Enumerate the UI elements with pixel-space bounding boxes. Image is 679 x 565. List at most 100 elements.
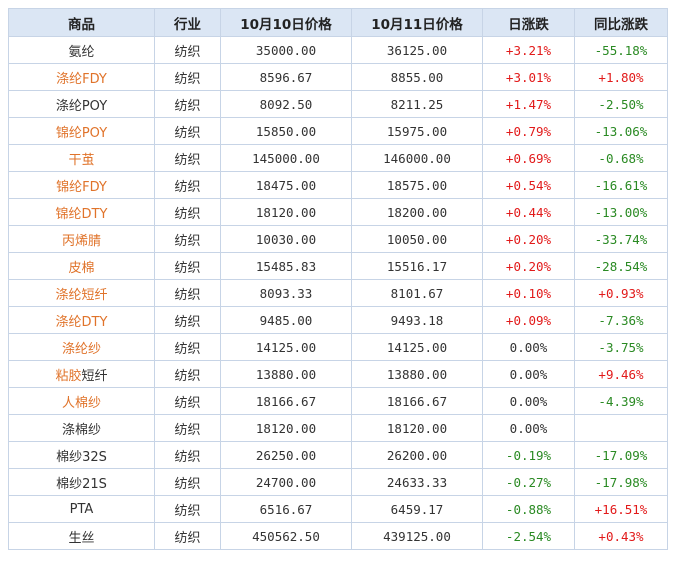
price-oct11-cell: 26200.00 xyxy=(351,441,483,469)
table-row: 棉纱32S 纺织 26250.00 26200.00 -0.19% -17.09% xyxy=(8,441,668,469)
daily-change-cell: +0.69% xyxy=(482,144,575,172)
header-yoy-change: 同比涨跌 xyxy=(574,8,668,37)
table-row: 涤纶POY 纺织 8092.50 8211.25 +1.47% -2.50% xyxy=(8,90,668,118)
price-oct10-cell: 24700.00 xyxy=(220,468,352,496)
commodity-name: 棉纱32S xyxy=(8,441,155,469)
daily-change-cell: +3.01% xyxy=(482,63,575,91)
price-oct10-cell: 145000.00 xyxy=(220,144,352,172)
daily-change-cell: -2.54% xyxy=(482,522,575,550)
yoy-change-cell: -33.74% xyxy=(574,225,668,253)
industry-cell: 纺织 xyxy=(154,36,221,64)
daily-change-cell: +0.79% xyxy=(482,117,575,145)
commodity-name: 涤棉纱 xyxy=(8,414,155,442)
price-oct11-cell: 36125.00 xyxy=(351,36,483,64)
price-oct11-cell: 8211.25 xyxy=(351,90,483,118)
price-oct11-cell: 14125.00 xyxy=(351,333,483,361)
commodity-name: PTA xyxy=(8,495,155,523)
table-row: 棉纱21S 纺织 24700.00 24633.33 -0.27% -17.98% xyxy=(8,468,668,496)
price-oct11-cell: 8101.67 xyxy=(351,279,483,307)
yoy-change-cell: -2.50% xyxy=(574,90,668,118)
industry-cell: 纺织 xyxy=(154,495,221,523)
price-oct10-cell: 18120.00 xyxy=(220,198,352,226)
industry-cell: 纺织 xyxy=(154,63,221,91)
daily-change-cell: +0.20% xyxy=(482,225,575,253)
commodity-name-suffix: 短纤 xyxy=(81,368,108,384)
yoy-change-cell xyxy=(574,414,668,442)
commodity-name[interactable]: 人棉纱 xyxy=(8,387,155,415)
industry-cell: 纺织 xyxy=(154,279,221,307)
price-oct10-cell: 26250.00 xyxy=(220,441,352,469)
yoy-change-cell: -55.18% xyxy=(574,36,668,64)
commodity-name[interactable]: 皮棉 xyxy=(8,252,155,280)
price-oct10-cell: 18475.00 xyxy=(220,171,352,199)
commodity-name[interactable]: 丙烯腈 xyxy=(8,225,155,253)
commodity-name[interactable]: 涤纶FDY xyxy=(8,63,155,91)
table-row: 干茧 纺织 145000.00 146000.00 +0.69% -0.68% xyxy=(8,144,668,172)
price-oct10-cell: 14125.00 xyxy=(220,333,352,361)
daily-change-cell: +0.54% xyxy=(482,171,575,199)
yoy-change-cell: -13.06% xyxy=(574,117,668,145)
commodity-name[interactable]: 锦纶POY xyxy=(8,117,155,145)
price-oct10-cell: 450562.50 xyxy=(220,522,352,550)
daily-change-cell: 0.00% xyxy=(482,387,575,415)
commodity-name[interactable]: 涤纶纱 xyxy=(8,333,155,361)
yoy-change-cell: -4.39% xyxy=(574,387,668,415)
price-oct10-cell: 13880.00 xyxy=(220,360,352,388)
commodity-name[interactable]: 粘胶短纤 xyxy=(8,360,155,388)
daily-change-cell: +0.20% xyxy=(482,252,575,280)
price-oct11-cell: 439125.00 xyxy=(351,522,483,550)
price-oct10-cell: 8596.67 xyxy=(220,63,352,91)
price-table: 商品 行业 10月10日价格 10月11日价格 日涨跌 同比涨跌 氨纶 纺织 350… xyxy=(8,8,668,550)
commodity-name[interactable]: 涤纶短纤 xyxy=(8,279,155,307)
industry-cell: 纺织 xyxy=(154,414,221,442)
commodity-name[interactable]: 干茧 xyxy=(8,144,155,172)
table-row: 氨纶 纺织 35000.00 36125.00 +3.21% -55.18% xyxy=(8,36,668,64)
commodity-name[interactable]: 锦纶FDY xyxy=(8,171,155,199)
price-oct10-cell: 18166.67 xyxy=(220,387,352,415)
yoy-change-cell: +9.46% xyxy=(574,360,668,388)
table-row: 丙烯腈 纺织 10030.00 10050.00 +0.20% -33.74% xyxy=(8,225,668,253)
price-oct11-cell: 18166.67 xyxy=(351,387,483,415)
yoy-change-cell: -7.36% xyxy=(574,306,668,334)
commodity-name: 涤纶POY xyxy=(8,90,155,118)
price-oct10-cell: 8093.33 xyxy=(220,279,352,307)
price-oct10-cell: 8092.50 xyxy=(220,90,352,118)
yoy-change-cell: -17.09% xyxy=(574,441,668,469)
price-oct10-cell: 15850.00 xyxy=(220,117,352,145)
yoy-change-cell: -0.68% xyxy=(574,144,668,172)
industry-cell: 纺织 xyxy=(154,522,221,550)
price-oct11-cell: 13880.00 xyxy=(351,360,483,388)
yoy-change-cell: -16.61% xyxy=(574,171,668,199)
yoy-change-cell: +1.80% xyxy=(574,63,668,91)
header-price-oct11: 10月11日价格 xyxy=(351,8,483,37)
table-row: 人棉纱 纺织 18166.67 18166.67 0.00% -4.39% xyxy=(8,387,668,415)
daily-change-cell: -0.88% xyxy=(482,495,575,523)
commodity-name[interactable]: 涤纶DTY xyxy=(8,306,155,334)
table-row: 锦纶FDY 纺织 18475.00 18575.00 +0.54% -16.61% xyxy=(8,171,668,199)
daily-change-cell: -0.19% xyxy=(482,441,575,469)
industry-cell: 纺织 xyxy=(154,306,221,334)
commodity-name[interactable]: 锦纶DTY xyxy=(8,198,155,226)
commodity-name-link[interactable]: 粘胶 xyxy=(55,368,82,384)
table-row: PTA 纺织 6516.67 6459.17 -0.88% +16.51% xyxy=(8,495,668,523)
daily-change-cell: -0.27% xyxy=(482,468,575,496)
yoy-change-cell: +16.51% xyxy=(574,495,668,523)
industry-cell: 纺织 xyxy=(154,252,221,280)
yoy-change-cell: +0.43% xyxy=(574,522,668,550)
price-oct11-cell: 24633.33 xyxy=(351,468,483,496)
commodity-name: 氨纶 xyxy=(8,36,155,64)
yoy-change-cell: -3.75% xyxy=(574,333,668,361)
header-price-oct10: 10月10日价格 xyxy=(220,8,352,37)
commodity-name: 棉纱21S xyxy=(8,468,155,496)
commodity-name: 生丝 xyxy=(8,522,155,550)
price-oct11-cell: 18120.00 xyxy=(351,414,483,442)
industry-cell: 纺织 xyxy=(154,171,221,199)
daily-change-cell: +3.21% xyxy=(482,36,575,64)
industry-cell: 纺织 xyxy=(154,90,221,118)
table-row: 生丝 纺织 450562.50 439125.00 -2.54% +0.43% xyxy=(8,522,668,550)
table-row: 涤纶DTY 纺织 9485.00 9493.18 +0.09% -7.36% xyxy=(8,306,668,334)
daily-change-cell: 0.00% xyxy=(482,414,575,442)
yoy-change-cell: -28.54% xyxy=(574,252,668,280)
table-row: 涤纶FDY 纺织 8596.67 8855.00 +3.01% +1.80% xyxy=(8,63,668,91)
price-oct11-cell: 146000.00 xyxy=(351,144,483,172)
